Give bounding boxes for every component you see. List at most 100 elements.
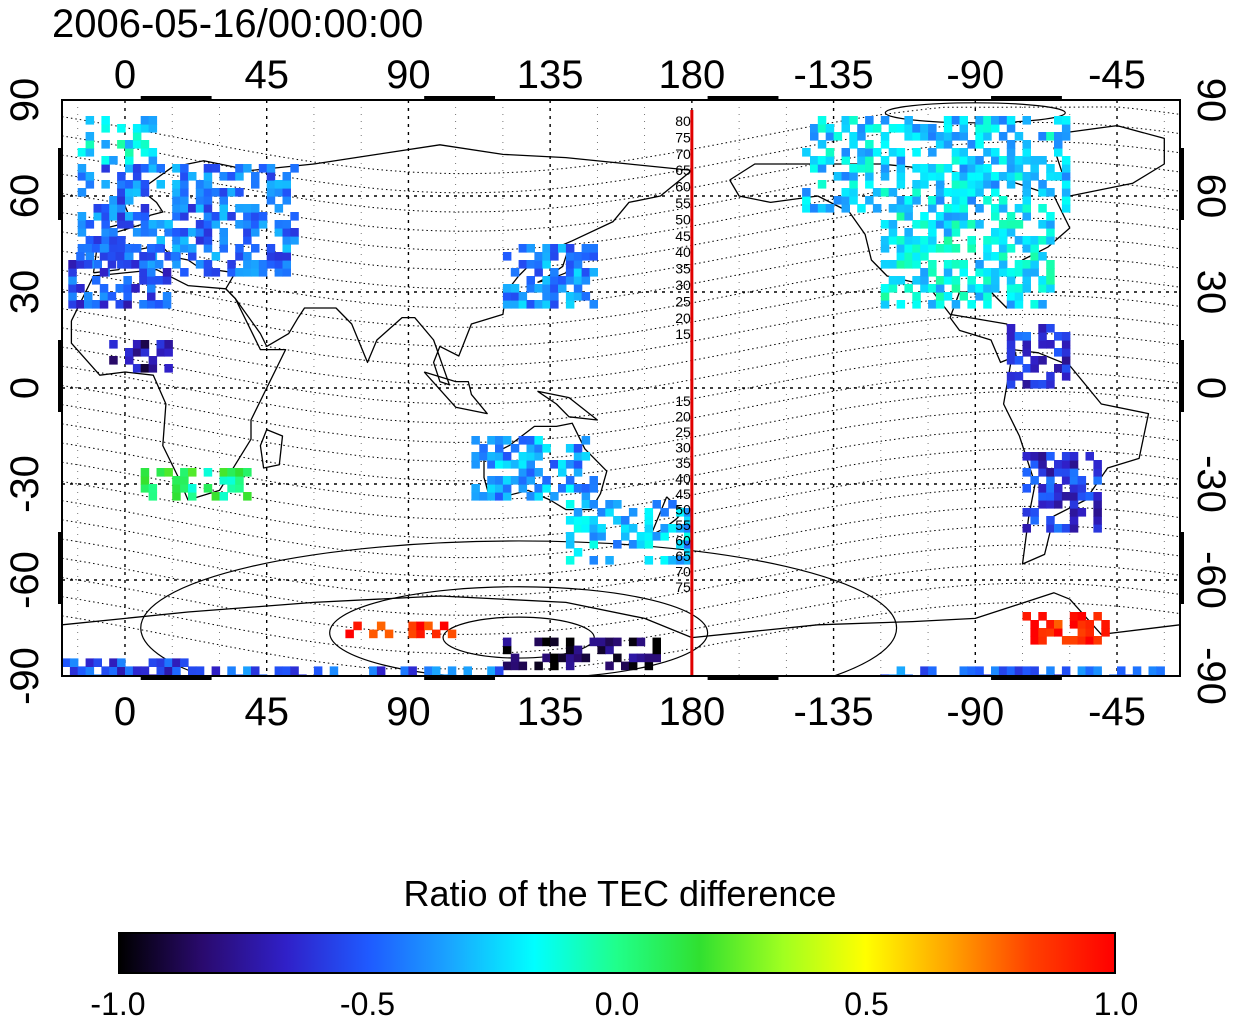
tec-cell xyxy=(998,268,1008,277)
magnetic-contour xyxy=(62,141,1180,213)
tec-cell xyxy=(841,148,850,157)
tec-cell xyxy=(1085,628,1094,637)
tec-cell xyxy=(180,212,189,221)
tec-cell xyxy=(219,468,228,477)
tec-cell xyxy=(211,666,221,675)
tec-cell xyxy=(684,532,693,541)
tec-cell xyxy=(1061,372,1071,381)
tec-cell xyxy=(983,276,992,285)
tec-cell xyxy=(660,532,669,541)
tec-cell xyxy=(865,156,874,165)
tec-cell xyxy=(589,556,598,565)
tec-cell xyxy=(872,124,882,133)
tec-cell xyxy=(943,164,953,173)
tec-cell xyxy=(959,148,968,157)
tec-cell xyxy=(975,284,984,293)
tec-cell xyxy=(243,252,252,261)
tec-cell xyxy=(880,188,890,197)
tec-cell xyxy=(565,460,575,469)
y-tick-label-right: 60 xyxy=(1189,174,1233,219)
tec-cell xyxy=(93,260,102,269)
tec-cell xyxy=(227,476,236,485)
tec-cell xyxy=(211,220,221,229)
tec-cell xyxy=(1046,484,1055,493)
magnetic-contour xyxy=(62,294,1180,367)
tec-cell xyxy=(109,658,118,667)
tec-cell xyxy=(243,212,252,221)
tec-cell xyxy=(510,653,520,663)
tec-cell xyxy=(1006,332,1016,341)
tec-cell xyxy=(109,244,118,253)
tec-cell xyxy=(817,204,827,213)
tec-cell xyxy=(227,172,236,181)
tec-cell xyxy=(1014,260,1024,269)
tec-cell xyxy=(1022,196,1031,205)
tec-cell xyxy=(872,148,882,157)
tec-cell xyxy=(621,524,630,533)
tec-cell xyxy=(904,212,913,221)
tec-cell xyxy=(243,468,252,477)
tec-cell xyxy=(510,292,520,301)
tec-cell xyxy=(132,124,142,133)
tec-cell xyxy=(195,260,205,269)
tec-cell xyxy=(502,637,512,647)
tec-cell xyxy=(912,260,921,269)
tec-cell xyxy=(959,220,968,229)
tec-cell xyxy=(998,666,1008,675)
tec-cell xyxy=(935,140,945,149)
tec-cell xyxy=(920,284,929,293)
tec-cell xyxy=(951,156,961,165)
tec-cell xyxy=(274,252,284,261)
tec-cell xyxy=(550,653,559,663)
coastline xyxy=(537,390,599,421)
tec-cell xyxy=(959,260,968,269)
tec-cell xyxy=(1069,516,1079,525)
contour-label: 45 xyxy=(675,228,691,244)
tec-cell xyxy=(1030,244,1039,253)
tec-cell xyxy=(203,236,213,245)
tec-cell xyxy=(132,180,142,189)
tec-cell xyxy=(841,188,850,197)
tec-cell xyxy=(935,132,945,141)
tec-cell xyxy=(967,172,976,181)
tec-cell xyxy=(235,164,244,173)
tec-cell xyxy=(251,228,260,237)
tec-cell xyxy=(147,252,156,261)
tec-cell xyxy=(140,220,150,229)
tec-cell xyxy=(132,172,142,181)
contour-label: 20 xyxy=(675,409,691,425)
tec-cell xyxy=(896,204,906,213)
tec-cell xyxy=(998,244,1008,253)
tec-cell xyxy=(172,228,181,237)
tec-cell xyxy=(203,268,213,277)
tec-cell xyxy=(180,188,189,197)
tec-cell xyxy=(1030,516,1039,525)
tec-cell xyxy=(943,244,953,253)
tec-cell xyxy=(542,276,551,285)
tec-cell xyxy=(408,629,417,639)
tec-cell xyxy=(109,340,118,349)
tec-cell xyxy=(487,460,496,469)
tec-cell xyxy=(68,292,77,301)
tec-cell xyxy=(983,292,992,301)
tec-cell xyxy=(290,212,299,221)
tec-cell xyxy=(975,180,984,189)
tec-cell xyxy=(266,252,276,261)
tec-cell xyxy=(290,236,299,245)
tec-cell xyxy=(542,484,551,493)
tec-cell xyxy=(1054,132,1063,141)
magnetic-contour xyxy=(62,582,1180,655)
tec-cell xyxy=(479,444,488,453)
tec-cell xyxy=(154,244,164,253)
tec-cell xyxy=(125,140,134,149)
tec-cell xyxy=(502,484,512,493)
tec-cell xyxy=(1046,132,1055,141)
tec-cell xyxy=(1022,204,1031,213)
tec-cell xyxy=(904,204,913,213)
tec-cell xyxy=(172,164,181,173)
tec-cell xyxy=(613,516,622,525)
y-tick-label-left: 60 xyxy=(3,174,47,219)
x-tick-label-bottom: 0 xyxy=(114,690,136,734)
tec-cell xyxy=(1061,356,1071,365)
contour-label: 75 xyxy=(675,129,691,145)
